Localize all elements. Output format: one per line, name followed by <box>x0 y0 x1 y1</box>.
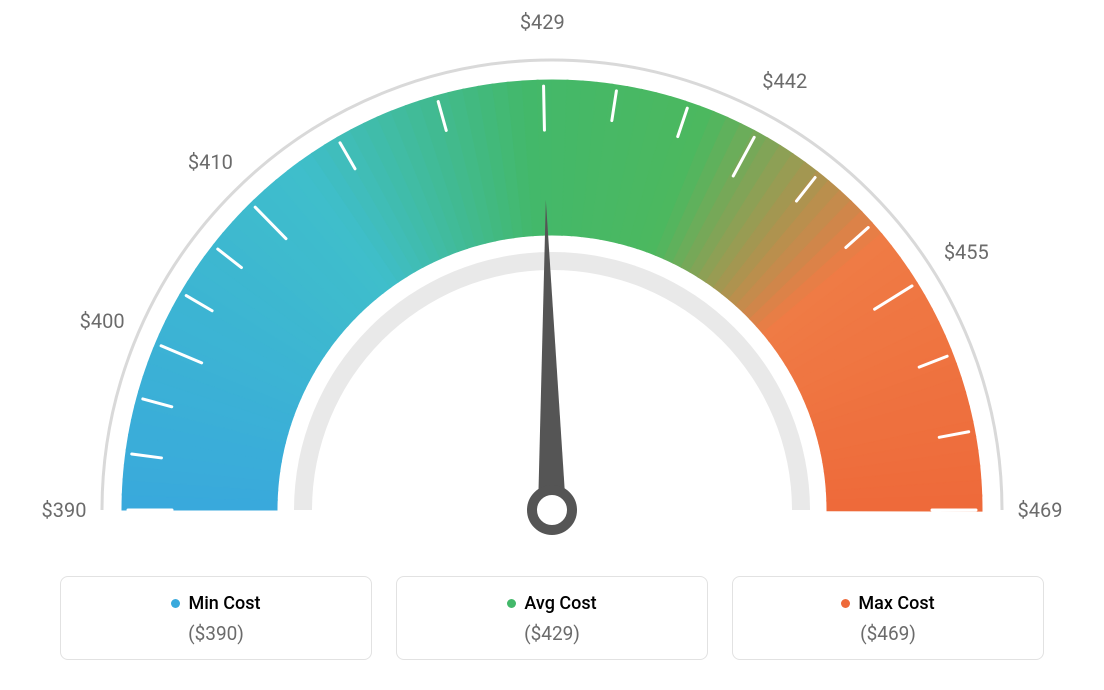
legend-value-max: ($469) <box>860 622 916 645</box>
gauge-tick-label: $455 <box>944 240 989 264</box>
gauge-tick-label: $429 <box>520 10 565 34</box>
legend-title-min: Min Cost <box>171 593 260 614</box>
legend-dot-max <box>841 599 850 608</box>
legend-card-max: Max Cost ($469) <box>732 576 1044 660</box>
gauge-tick-label: $390 <box>42 498 87 522</box>
gauge-tick-label: $442 <box>762 69 807 93</box>
legend-label-avg: Avg Cost <box>524 593 596 614</box>
gauge-svg <box>0 0 1104 560</box>
legend-title-max: Max Cost <box>841 593 934 614</box>
legend-row: Min Cost ($390) Avg Cost ($429) Max Cost… <box>60 576 1044 660</box>
legend-value-avg: ($429) <box>524 622 580 645</box>
legend-value-min: ($390) <box>188 622 244 645</box>
gauge-chart: $390 $400 $410 $429 $442 $455 $469 <box>0 0 1104 560</box>
gauge-tick-label: $469 <box>1018 498 1063 522</box>
legend-card-min: Min Cost ($390) <box>60 576 372 660</box>
legend-label-min: Min Cost <box>188 593 260 614</box>
legend-card-avg: Avg Cost ($429) <box>396 576 708 660</box>
legend-dot-min <box>171 599 180 608</box>
legend-label-max: Max Cost <box>858 593 934 614</box>
legend-dot-avg <box>507 599 516 608</box>
gauge-tick-label: $400 <box>80 309 125 333</box>
gauge-tick-label: $410 <box>188 150 233 174</box>
legend-title-avg: Avg Cost <box>507 593 596 614</box>
